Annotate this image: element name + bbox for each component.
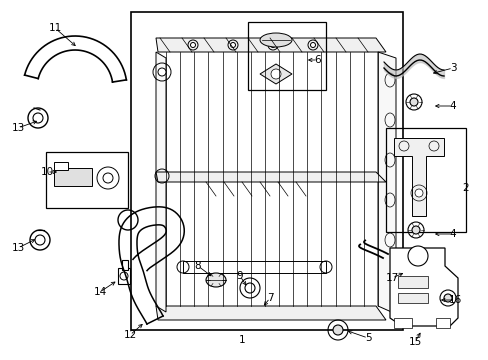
Circle shape xyxy=(310,42,315,48)
Text: 7: 7 xyxy=(266,293,273,303)
Text: 2: 2 xyxy=(462,183,468,193)
Bar xyxy=(435,318,449,328)
Text: 5: 5 xyxy=(364,333,370,343)
Ellipse shape xyxy=(205,273,225,287)
Bar xyxy=(247,22,325,90)
Bar xyxy=(393,318,411,328)
Text: 11: 11 xyxy=(48,23,61,33)
Bar xyxy=(183,261,325,273)
Circle shape xyxy=(411,226,419,234)
Text: 16: 16 xyxy=(447,295,461,305)
Text: 4: 4 xyxy=(449,229,455,239)
Circle shape xyxy=(190,42,195,48)
Text: 10: 10 xyxy=(41,167,54,177)
Text: 1: 1 xyxy=(238,335,245,345)
Circle shape xyxy=(409,98,417,106)
Circle shape xyxy=(443,294,451,302)
Bar xyxy=(385,128,465,232)
Text: 17: 17 xyxy=(385,273,398,283)
Polygon shape xyxy=(156,38,385,52)
Bar xyxy=(46,152,128,208)
Text: 9: 9 xyxy=(236,271,243,281)
Text: 12: 12 xyxy=(123,330,136,340)
Circle shape xyxy=(230,42,235,48)
Polygon shape xyxy=(393,138,443,216)
Text: 4: 4 xyxy=(449,101,455,111)
Bar xyxy=(54,162,68,170)
Bar xyxy=(118,268,130,284)
Circle shape xyxy=(244,283,254,293)
Polygon shape xyxy=(389,248,457,326)
Bar xyxy=(397,293,427,303)
Circle shape xyxy=(103,173,113,183)
Ellipse shape xyxy=(260,33,291,47)
Bar xyxy=(122,260,128,270)
Circle shape xyxy=(270,69,281,79)
Polygon shape xyxy=(377,52,395,314)
Circle shape xyxy=(270,42,275,48)
Text: 8: 8 xyxy=(194,261,201,271)
Polygon shape xyxy=(156,172,385,182)
Polygon shape xyxy=(156,306,385,320)
Polygon shape xyxy=(260,64,291,84)
Bar xyxy=(54,168,92,186)
Text: 6: 6 xyxy=(314,55,321,65)
Bar xyxy=(397,276,427,288)
Circle shape xyxy=(158,68,165,76)
Polygon shape xyxy=(156,52,165,312)
Circle shape xyxy=(120,272,128,280)
Text: 15: 15 xyxy=(407,337,421,347)
Circle shape xyxy=(407,246,427,266)
Circle shape xyxy=(332,325,342,335)
Text: 13: 13 xyxy=(11,243,24,253)
Circle shape xyxy=(414,189,422,197)
Text: 13: 13 xyxy=(11,123,24,133)
Text: 14: 14 xyxy=(93,287,106,297)
Bar xyxy=(131,12,402,330)
Text: 3: 3 xyxy=(449,63,455,73)
